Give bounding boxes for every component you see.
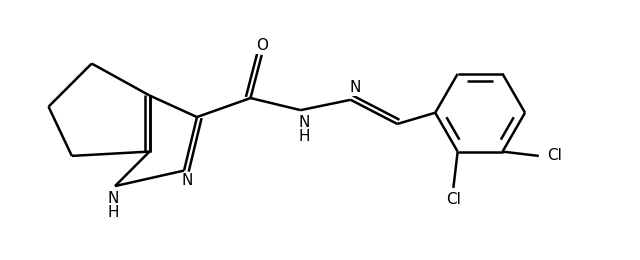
Text: H: H xyxy=(108,205,119,219)
Text: N: N xyxy=(298,115,310,130)
Text: O: O xyxy=(256,38,268,53)
Text: Cl: Cl xyxy=(547,148,562,164)
Text: Cl: Cl xyxy=(446,192,461,207)
Text: N: N xyxy=(349,80,361,95)
Text: N: N xyxy=(182,173,193,188)
Text: H: H xyxy=(298,128,310,144)
Text: N: N xyxy=(108,191,119,206)
